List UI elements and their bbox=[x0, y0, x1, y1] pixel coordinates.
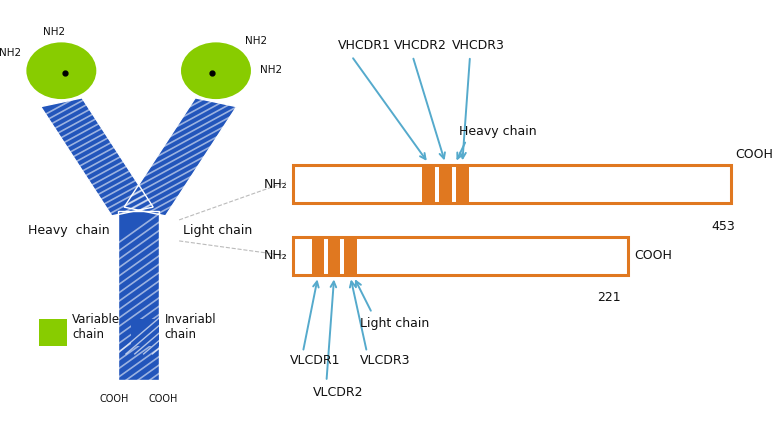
Text: Light chain: Light chain bbox=[360, 316, 428, 330]
Text: 221: 221 bbox=[597, 291, 621, 304]
Bar bbox=[293, 165, 731, 203]
Ellipse shape bbox=[181, 42, 251, 99]
Text: NH2: NH2 bbox=[43, 27, 65, 37]
Text: VHCDR2: VHCDR2 bbox=[394, 39, 447, 52]
Bar bbox=[132, 319, 159, 346]
Text: Variable
chain: Variable chain bbox=[72, 313, 121, 341]
Text: VLCDR2: VLCDR2 bbox=[313, 386, 364, 399]
Text: VHCDR1: VHCDR1 bbox=[337, 39, 390, 52]
Text: VLCDR1: VLCDR1 bbox=[290, 354, 340, 368]
Polygon shape bbox=[41, 98, 153, 216]
Bar bbox=[39, 319, 67, 346]
Text: Invariabl
chain: Invariabl chain bbox=[164, 313, 216, 341]
Text: NH2: NH2 bbox=[0, 48, 21, 58]
Text: VHCDR3: VHCDR3 bbox=[452, 39, 505, 52]
Text: COOH: COOH bbox=[148, 394, 178, 404]
Bar bbox=[344, 237, 357, 275]
Text: NH₂: NH₂ bbox=[263, 178, 287, 191]
Bar bbox=[422, 165, 435, 203]
Text: Heavy  chain: Heavy chain bbox=[28, 224, 110, 237]
Ellipse shape bbox=[26, 42, 97, 99]
Text: NH2: NH2 bbox=[245, 36, 267, 46]
Bar bbox=[328, 237, 340, 275]
Text: Heavy chain: Heavy chain bbox=[459, 125, 537, 138]
Text: COOH: COOH bbox=[735, 148, 773, 161]
Bar bbox=[439, 165, 452, 203]
Bar bbox=[312, 237, 324, 275]
Bar bbox=[456, 165, 468, 203]
Text: VLCDR3: VLCDR3 bbox=[360, 354, 410, 368]
Bar bbox=[293, 237, 629, 275]
Text: COOH: COOH bbox=[100, 394, 129, 404]
Text: COOH: COOH bbox=[634, 249, 672, 262]
Polygon shape bbox=[118, 212, 159, 379]
Text: Light chain: Light chain bbox=[183, 224, 252, 237]
Text: NH₂: NH₂ bbox=[263, 249, 287, 262]
Polygon shape bbox=[124, 98, 237, 216]
Text: 453: 453 bbox=[711, 220, 735, 233]
Text: NH2: NH2 bbox=[260, 65, 282, 75]
